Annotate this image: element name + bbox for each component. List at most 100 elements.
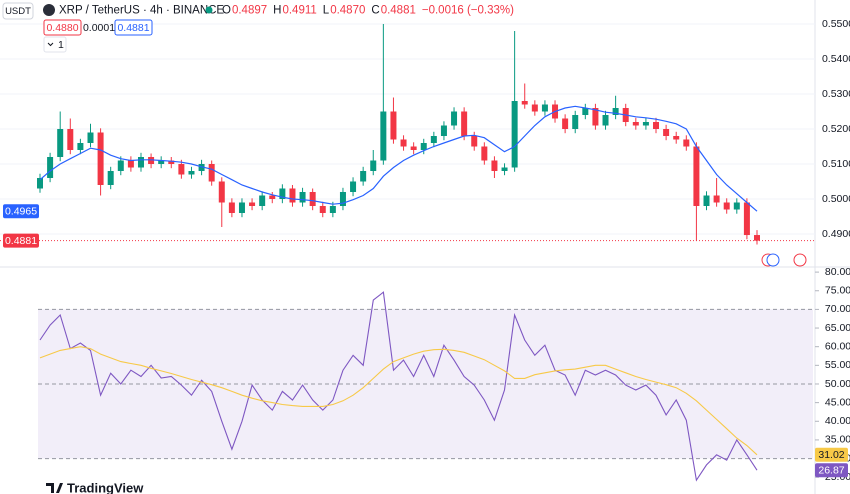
y-tick-label: 40.00 bbox=[825, 415, 850, 427]
ask: 0.4881 bbox=[117, 22, 149, 34]
candle-body bbox=[673, 135, 680, 140]
ohlc-value: 0.4870 bbox=[330, 5, 365, 17]
candle-body bbox=[97, 132, 104, 185]
y-tick-label: 75.00 bbox=[825, 285, 850, 297]
symbol-logo bbox=[43, 4, 55, 16]
last-value-label: 26.87 bbox=[818, 465, 844, 477]
symbol-title[interactable]: XRP / TetherUS · 4h · BINANCE bbox=[59, 5, 224, 17]
candle-body bbox=[208, 163, 215, 182]
candle-body bbox=[461, 111, 468, 136]
candle-body bbox=[47, 156, 54, 178]
candle-body bbox=[743, 202, 750, 236]
rsi-line bbox=[39, 291, 758, 482]
candle-body bbox=[471, 135, 478, 147]
moving-average bbox=[39, 105, 758, 212]
candle-body bbox=[77, 142, 84, 150]
y-tick-label: 50.00 bbox=[825, 378, 850, 390]
candle-body bbox=[370, 160, 377, 171]
indicators-count: 1 bbox=[58, 39, 64, 51]
candle-body bbox=[158, 160, 165, 164]
candle-body bbox=[319, 205, 326, 213]
candle-body bbox=[400, 139, 407, 147]
candle-body bbox=[440, 125, 447, 136]
candle-body bbox=[632, 122, 639, 126]
indicators-toggle[interactable] bbox=[43, 36, 67, 53]
y-tick-label: 65.00 bbox=[825, 322, 850, 334]
candle-body bbox=[107, 170, 114, 185]
candle-body bbox=[360, 170, 367, 182]
spread: 0.0001 bbox=[83, 22, 115, 34]
candle-body bbox=[562, 118, 569, 130]
candle-body bbox=[259, 195, 266, 206]
candle-body bbox=[289, 188, 296, 203]
y-tick-label: 55.00 bbox=[825, 359, 850, 371]
candle-body bbox=[168, 160, 175, 164]
ohlc-key: C bbox=[371, 5, 379, 17]
candle-body bbox=[491, 160, 498, 171]
candle-body bbox=[178, 163, 185, 175]
candle-body bbox=[733, 202, 740, 210]
rsi-line bbox=[39, 346, 758, 456]
event-icon[interactable] bbox=[766, 253, 780, 267]
candle-body bbox=[612, 108, 619, 116]
ohlc-value: 0.4897 bbox=[232, 5, 267, 17]
candle-body bbox=[299, 191, 306, 203]
price-change: −0.0016 (−0.33%) bbox=[422, 5, 514, 17]
candle-body bbox=[602, 115, 609, 126]
last-value-tag bbox=[815, 463, 848, 478]
candle-body bbox=[572, 115, 579, 130]
candle-body bbox=[329, 205, 336, 213]
candle-body bbox=[501, 167, 508, 171]
candle-body bbox=[420, 142, 427, 150]
candle-body bbox=[541, 104, 548, 112]
candle-body bbox=[339, 191, 346, 206]
last-value-label: 31.02 bbox=[818, 449, 844, 461]
candle-body bbox=[663, 129, 670, 136]
candle-body bbox=[511, 101, 518, 168]
last-value-label: 0.4965 bbox=[5, 206, 37, 218]
candle-body bbox=[127, 160, 134, 168]
ohlc-key: O bbox=[222, 5, 231, 17]
y-tick-label: 70.00 bbox=[825, 303, 850, 315]
brand: TradingView bbox=[67, 480, 144, 494]
bid-box[interactable] bbox=[43, 19, 82, 36]
ask-box[interactable] bbox=[114, 19, 153, 36]
market-status bbox=[205, 6, 213, 14]
candle-body bbox=[592, 108, 599, 126]
candle-body bbox=[451, 111, 458, 126]
last-value-tag bbox=[3, 233, 39, 248]
candle-body bbox=[269, 195, 276, 199]
candle-body bbox=[481, 146, 488, 161]
currency-button[interactable] bbox=[2, 2, 34, 20]
last-value-tag bbox=[815, 447, 848, 462]
ohlc-value: 0.4881 bbox=[381, 5, 416, 17]
candle-body bbox=[531, 104, 538, 112]
candle-body bbox=[309, 191, 316, 206]
y-tick-label: 80.00 bbox=[825, 266, 850, 278]
currency: USDT bbox=[5, 6, 31, 17]
candle-body bbox=[67, 129, 74, 150]
y-tick-label: 60.00 bbox=[825, 340, 850, 352]
candle-body bbox=[713, 195, 720, 203]
candle-body bbox=[117, 160, 124, 171]
y-tick-label: 45.00 bbox=[825, 396, 850, 408]
candle-body bbox=[249, 202, 256, 206]
candle-body bbox=[279, 188, 286, 199]
event-icon[interactable] bbox=[793, 253, 807, 267]
last-value-label: 0.4881 bbox=[5, 235, 37, 247]
candle-body bbox=[380, 111, 387, 161]
candle-body bbox=[228, 202, 235, 213]
ohlc-legend: O 0.4897 H 0.4911 L 0.4870 C 0.4881 −0.0016 (−0.… bbox=[222, 5, 514, 17]
candle-body bbox=[521, 101, 528, 105]
candle-body bbox=[148, 156, 155, 164]
candle-body bbox=[683, 139, 690, 147]
candle-body bbox=[703, 195, 710, 206]
